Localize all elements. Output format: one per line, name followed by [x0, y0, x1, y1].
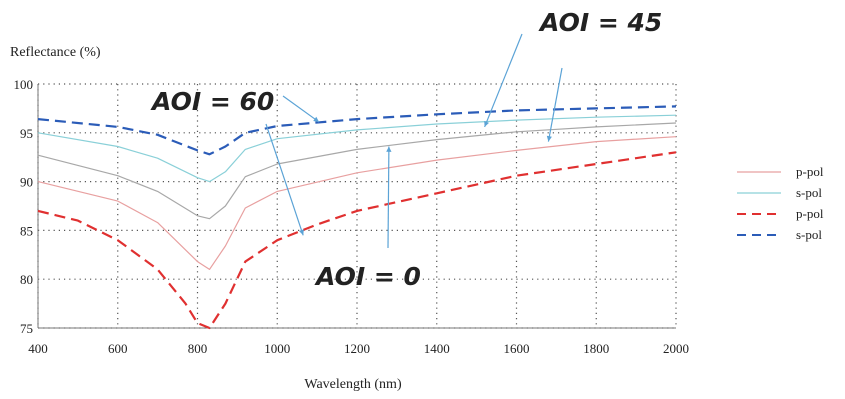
y-tick-label: 75 [20, 321, 33, 336]
data-series [37, 105, 677, 330]
series-line-3 [37, 136, 677, 270]
x-tick-label: 1200 [344, 341, 370, 356]
callout-arrow [484, 33, 523, 128]
x-tick-label: 1800 [583, 341, 609, 356]
x-axis-title: Wavelength (nm) [304, 377, 402, 392]
callout-arrow [387, 146, 390, 249]
callout-label: AOI = 60 [150, 87, 274, 116]
x-tick-label: 2000 [663, 341, 689, 356]
y-tick-label: 90 [20, 175, 33, 190]
callout-arrowhead [546, 135, 552, 142]
tick-labels: 400 600 800 1000 1200 1400 1600 1800 2000 75 80 85 9… [14, 77, 690, 356]
callout-arrow [265, 123, 304, 236]
y-axis-title: Reflectance (%) [10, 45, 101, 60]
legend-label: p-pol [796, 164, 824, 179]
legend-label: s-pol [796, 185, 822, 200]
series-line-0 [37, 105, 677, 156]
x-tick-label: 1000 [264, 341, 290, 356]
legend: p-pol s-pol p-pol s-pol [737, 164, 824, 242]
callouts: AOI = 45 AOI = 60 AOI = 0 [150, 8, 662, 291]
series-line-2 [37, 122, 677, 220]
x-tick-label: 600 [108, 341, 128, 356]
callout-arrowhead [386, 146, 392, 152]
callout-label: AOI = 45 [538, 8, 662, 37]
y-tick-label: 100 [14, 77, 34, 92]
y-tick-label: 80 [20, 272, 33, 287]
series-line-4 [37, 151, 677, 330]
callout-arrowhead [313, 116, 320, 123]
callout-arrow [282, 95, 320, 123]
y-tick-label: 85 [20, 223, 33, 238]
y-tick-label: 95 [20, 126, 33, 141]
x-tick-label: 1600 [504, 341, 530, 356]
x-tick-label: 400 [28, 341, 48, 356]
x-tick-label: 800 [188, 341, 208, 356]
gridlines [37, 83, 677, 329]
legend-label: s-pol [796, 227, 822, 242]
callout-label: AOI = 0 [314, 262, 421, 291]
callout-arrowhead [484, 121, 489, 127]
series-line-1 [37, 114, 677, 183]
legend-label: p-pol [796, 206, 824, 221]
callout-arrowhead [299, 229, 304, 236]
x-tick-label: 1400 [424, 341, 450, 356]
callout-arrow [547, 67, 563, 142]
